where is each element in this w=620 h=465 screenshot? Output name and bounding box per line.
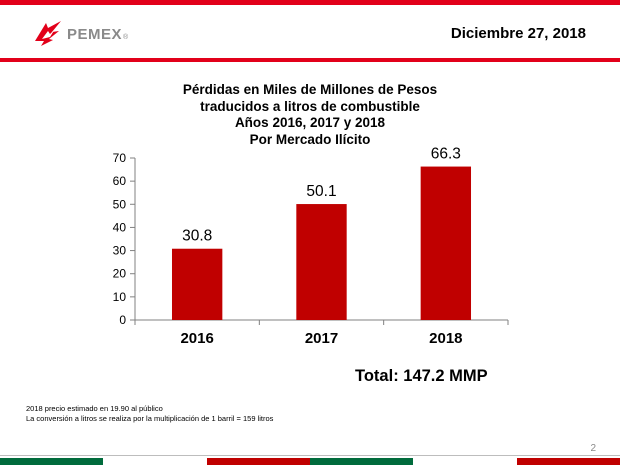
brand-name: PEMEX [67, 25, 123, 43]
page-number: 2 [590, 443, 596, 454]
footnote-conversion: La conversión a litros se realiza por la… [26, 414, 274, 423]
y-tick-label: 10 [113, 290, 127, 304]
bottom-gray-rule [0, 455, 620, 456]
chart-title-line: Por Mercado Ilícito [249, 131, 371, 147]
y-tick-label: 0 [119, 313, 126, 327]
bar [171, 248, 223, 320]
top-red-bar [0, 0, 620, 5]
footnote-price: 2018 precio estimado en 19.90 al público [26, 404, 163, 413]
bottom-stripes [0, 458, 620, 465]
x-category-label: 2017 [305, 330, 338, 347]
y-tick-label: 70 [113, 151, 127, 165]
y-tick-label: 50 [113, 197, 127, 211]
bar [296, 204, 347, 320]
stripe-white [413, 458, 517, 465]
total-label: Total: 147.2 MMP [355, 367, 488, 385]
y-tick-label: 30 [113, 244, 127, 258]
stripe-white [103, 458, 207, 465]
header-red-rule [0, 58, 620, 62]
stripe-green [309, 458, 414, 465]
y-tick-label: 20 [113, 267, 127, 281]
stripe-red [516, 458, 620, 465]
bar [420, 166, 472, 320]
bar-value-label: 66.3 [431, 146, 461, 163]
header-date: Diciembre 27, 2018 [450, 25, 586, 42]
pemex-logo: PEMEX ® [33, 19, 128, 49]
stripe-green [0, 458, 104, 465]
bar-value-label: 30.8 [182, 228, 212, 245]
x-category-label: 2018 [429, 330, 462, 347]
chart-title: Pérdidas en Miles de Millones de Pesos t… [150, 82, 470, 148]
registered-mark: ® [123, 33, 129, 41]
chart-title-line: Años 2016, 2017 y 2018 [234, 115, 386, 130]
chart-title-line: Pérdidas en Miles de Millones de Pesos [182, 82, 438, 97]
y-tick-label: 60 [113, 174, 127, 188]
stripe-red [206, 458, 310, 465]
chart-title-line: traducidos a litros de combustible [200, 98, 420, 114]
bar-value-label: 50.1 [306, 183, 336, 200]
pemex-eagle-icon [35, 21, 61, 46]
y-tick-label: 40 [113, 220, 127, 234]
x-category-label: 2016 [180, 330, 213, 347]
